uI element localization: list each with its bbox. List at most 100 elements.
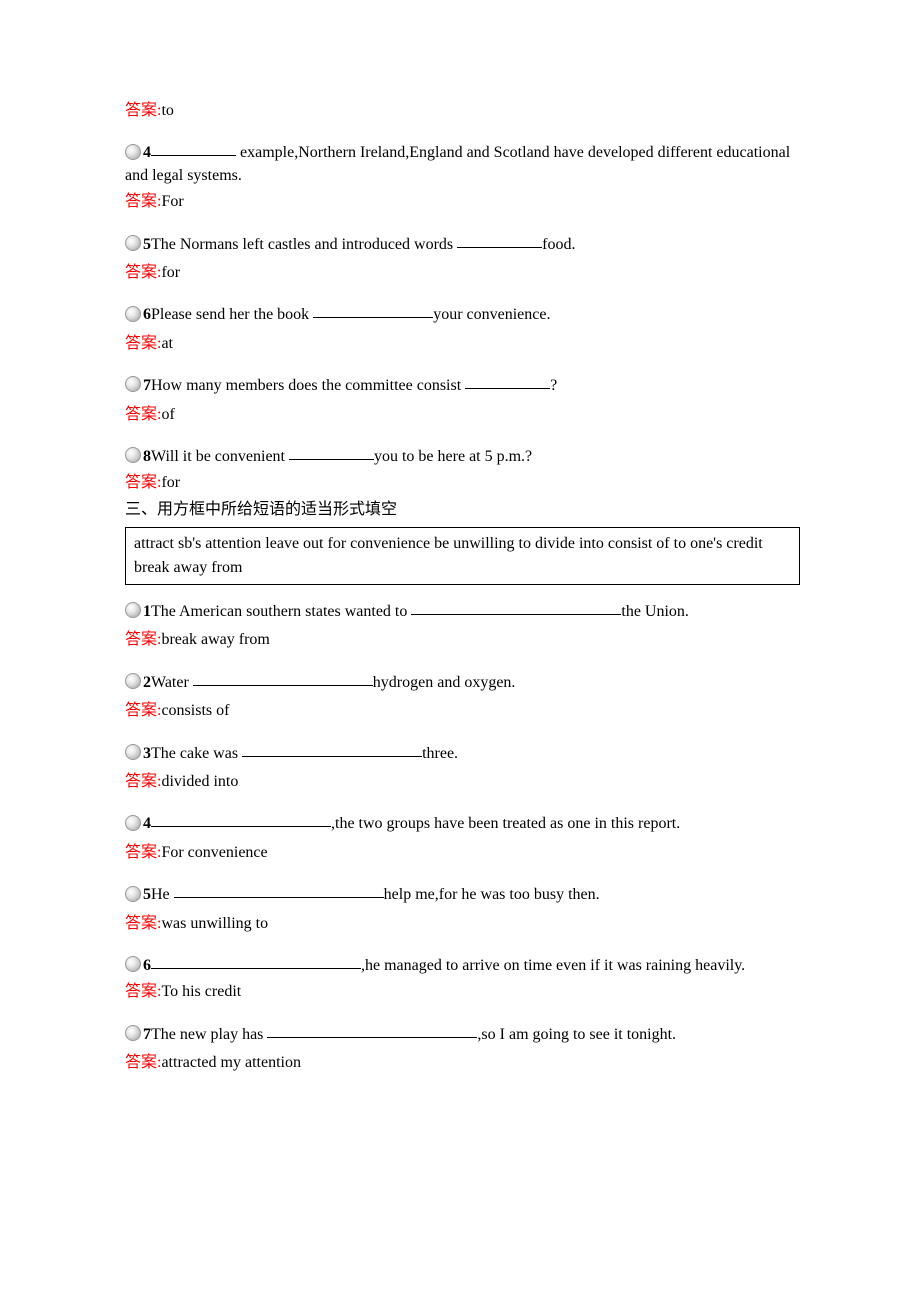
question-number: 7: [143, 377, 151, 394]
question-text: Please send her the book: [151, 306, 313, 323]
question-text: ,so I am going to see it tonight.: [477, 1026, 676, 1043]
question-row: 2Water hydrogen and oxygen.: [125, 670, 800, 694]
question-text: The cake was: [151, 745, 242, 762]
question-text: The American southern states wanted to: [151, 603, 411, 620]
answer-label: 答案:: [125, 844, 161, 861]
answer-text: attracted my attention: [161, 1054, 301, 1071]
question-text: How many members does the committee cons…: [151, 377, 465, 394]
answer-label: 答案:: [125, 264, 161, 281]
answer-row: 答案:was unwilling to: [125, 913, 800, 935]
bullet-icon: [125, 1025, 141, 1041]
fill-blank: [174, 881, 384, 898]
answer-text: for: [161, 264, 180, 281]
answer-text: divided into: [161, 773, 238, 790]
question-text: He: [151, 886, 174, 903]
question-number: 4: [143, 815, 151, 832]
question-text: three.: [422, 745, 458, 762]
bullet-icon: [125, 235, 141, 251]
fill-blank: [411, 598, 621, 615]
answer-row: 答案:attracted my attention: [125, 1052, 800, 1074]
answer-row: 答案:to: [125, 100, 800, 122]
bullet-icon: [125, 956, 141, 972]
answer-text: was unwilling to: [161, 915, 268, 932]
question-text: hydrogen and oxygen.: [373, 674, 516, 691]
answer-row: 答案:for: [125, 262, 800, 284]
question-number: 1: [143, 603, 151, 620]
word-box: attract sb's attention leave out for con…: [125, 527, 800, 585]
answer-row: 答案:consists of: [125, 700, 800, 722]
question-text: food.: [542, 236, 575, 253]
answer-row: 答案:For: [125, 191, 800, 213]
question-text: the Union.: [621, 603, 689, 620]
fill-blank: [242, 740, 422, 757]
question-row: 7The new play has ,so I am going to see …: [125, 1022, 800, 1046]
answer-text: consists of: [161, 702, 229, 719]
question-row: 6 ,he managed to arrive on time even if i…: [125, 953, 800, 977]
question-number: 6: [143, 957, 151, 974]
answer-label: 答案:: [125, 102, 161, 119]
answer-label: 答案:: [125, 983, 161, 1000]
question-row: 6Please send her the book your convenien…: [125, 302, 800, 326]
question-row: 5The Normans left castles and introduced…: [125, 232, 800, 256]
answer-row: 答案:for: [125, 472, 800, 494]
bullet-icon: [125, 815, 141, 831]
question-row: 4 example,Northern Ireland,England and S…: [125, 140, 800, 187]
answer-label: 答案:: [125, 915, 161, 932]
question-text: The new play has: [151, 1026, 267, 1043]
answer-text: To his credit: [161, 983, 241, 1000]
bullet-icon: [125, 673, 141, 689]
fill-blank: [313, 301, 433, 318]
answer-text: For convenience: [161, 844, 267, 861]
question-number: 7: [143, 1026, 151, 1043]
answer-label: 答案:: [125, 773, 161, 790]
answer-label: 答案:: [125, 406, 161, 423]
bullet-icon: [125, 376, 141, 392]
fill-blank: [151, 810, 331, 827]
fill-blank: [457, 231, 542, 248]
fill-blank: [193, 669, 373, 686]
answer-text: at: [161, 335, 173, 352]
question-text: ,the two groups have been treated as one…: [331, 815, 680, 832]
fill-blank: [151, 952, 361, 969]
answer-label: 答案:: [125, 702, 161, 719]
answer-text: to: [161, 102, 173, 119]
question-row: 4 ,the two groups have been treated as on…: [125, 811, 800, 835]
answer-row: 答案:To his credit: [125, 981, 800, 1003]
question-text: ?: [550, 377, 557, 394]
question-row: 3The cake was three.: [125, 741, 800, 765]
fill-blank: [267, 1021, 477, 1038]
question-number: 6: [143, 306, 151, 323]
answer-row: 答案:divided into: [125, 771, 800, 793]
question-number: 5: [143, 236, 151, 253]
bullet-icon: [125, 886, 141, 902]
question-text: Will it be convenient: [151, 448, 289, 465]
answer-row: 答案:at: [125, 333, 800, 355]
question-text: Water: [151, 674, 193, 691]
question-text: The Normans left castles and introduced …: [151, 236, 457, 253]
question-number: 3: [143, 745, 151, 762]
question-number: 5: [143, 886, 151, 903]
question-row: 8Will it be convenient you to be here at…: [125, 444, 800, 468]
question-number: 2: [143, 674, 151, 691]
question-row: 7How many members does the committee con…: [125, 373, 800, 397]
answer-text: of: [161, 406, 174, 423]
answer-label: 答案:: [125, 631, 161, 648]
bullet-icon: [125, 602, 141, 618]
bullet-icon: [125, 144, 141, 160]
answer-label: 答案:: [125, 335, 161, 352]
fill-blank: [151, 139, 236, 156]
fill-blank: [289, 443, 374, 460]
page-content: 答案:to 4 example,Northern Ireland,England…: [0, 0, 920, 1193]
question-text: help me,for he was too busy then.: [384, 886, 600, 903]
answer-row: 答案:For convenience: [125, 842, 800, 864]
question-text: your convenience.: [433, 306, 550, 323]
question-text: ,he managed to arrive on time even if it…: [361, 957, 745, 974]
answer-text: For: [161, 193, 183, 210]
question-number: 8: [143, 448, 151, 465]
answer-text: break away from: [161, 631, 269, 648]
answer-text: for: [161, 474, 180, 491]
answer-label: 答案:: [125, 1054, 161, 1071]
question-number: 4: [143, 144, 151, 161]
answer-label: 答案:: [125, 193, 161, 210]
answer-row: 答案:break away from: [125, 629, 800, 651]
